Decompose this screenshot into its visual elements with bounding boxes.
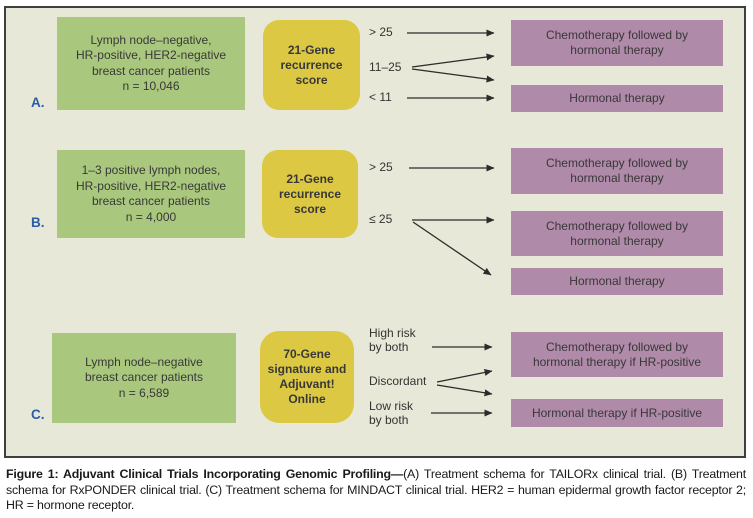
panel-b-test-box: 21-Gene recurrence score — [262, 150, 358, 238]
outcome-line: hormonal therapy — [570, 233, 664, 248]
outcome-line: hormonal therapy — [570, 43, 664, 57]
panel-a-outcome-chemo-hormonal: Chemotherapy followed by hormonal therap… — [511, 20, 723, 66]
population-line: n = 10,046 — [122, 79, 180, 93]
population-line: Lymph node–negative — [85, 354, 203, 369]
figure-caption-body: (A) Treatment schema for TAILORx clinica… — [6, 467, 746, 513]
panel-b-outcome-hormonal: Hormonal therapy — [511, 268, 723, 295]
figure-caption-title: Adjuvant Clinical Trials Incorporating G… — [58, 467, 391, 481]
panel-b-outcome-chemo-hormonal-2: Chemotherapy followed by hormonal therap… — [511, 211, 723, 256]
panel-a-population-box: Lymph node–negative, HR-positive, HER2-n… — [57, 17, 245, 110]
panel-c-outcome-hormonal: Hormonal therapy if HR-positive — [511, 399, 723, 427]
panel-c-branch-discordant: Discordant — [369, 374, 427, 388]
outcome-line: Chemotherapy followed by — [545, 339, 689, 354]
population-line: breast cancer patients — [91, 194, 211, 208]
outcome-line: Hormonal therapy — [569, 274, 665, 288]
panel-b-branch-gt25: > 25 — [369, 160, 393, 174]
figure-caption-dash: — — [390, 467, 404, 481]
population-line: breast cancer patients — [84, 370, 204, 385]
panel-b-outcome-chemo-hormonal-1: Chemotherapy followed by hormonal therap… — [511, 148, 723, 194]
outcome-line: Hormonal therapy — [569, 91, 665, 105]
panel-c-outcome-chemo-hormonal: Chemotherapy followed by hormonal therap… — [511, 332, 723, 377]
panel-b-population-box: 1–3 positive lymph nodes, HR-positive, H… — [57, 150, 245, 238]
test-line: Online — [288, 392, 326, 406]
test-line: signature and — [267, 362, 347, 376]
population-line: n = 4,000 — [125, 209, 177, 224]
population-line: 1–3 positive lymph nodes, — [81, 163, 221, 177]
panel-a-branch-11-25: 11–25 — [369, 60, 402, 74]
panel-c-branch-low-risk: Low risk by both — [369, 399, 414, 427]
test-line: score — [293, 201, 327, 216]
panel-a-branch-lt11: < 11 — [369, 90, 392, 104]
outcome-line: hormonal therapy — [570, 171, 664, 185]
population-line: breast cancer patients — [91, 63, 211, 78]
panel-a-branch-gt25: > 25 — [369, 25, 393, 39]
population-line: n = 6,589 — [118, 385, 170, 400]
figure-caption: Figure 1: Adjuvant Clinical Trials Incor… — [6, 467, 746, 514]
outcome-line: Hormonal therapy if HR-positive — [531, 405, 703, 420]
panel-a-test-box: 21-Gene recurrence score — [263, 20, 360, 110]
panel-a-label: A. — [31, 95, 45, 110]
population-line: HR-positive, HER2-negative — [75, 48, 227, 62]
outcome-line: Chemotherapy followed by — [545, 28, 689, 42]
panel-b-label: B. — [31, 215, 45, 230]
figure-caption-label: Figure 1: — [6, 467, 59, 481]
panel-c-population-box: Lymph node–negative breast cancer patien… — [52, 333, 236, 423]
population-line: HR-positive, HER2-negative — [75, 178, 227, 193]
panel-c-label: C. — [31, 407, 45, 422]
panel-a-outcome-hormonal: Hormonal therapy — [511, 85, 723, 112]
test-line: recurrence — [280, 57, 343, 72]
panel-c-test-box: 70-Gene signature and Adjuvant! Online — [260, 331, 354, 423]
test-line: score — [295, 72, 328, 87]
test-line: Adjuvant! — [279, 377, 335, 391]
test-line: 70-Gene — [283, 347, 331, 361]
outcome-line: hormonal therapy if HR-positive — [532, 354, 702, 369]
population-line: Lymph node–negative, — [90, 32, 212, 47]
test-line: recurrence — [278, 186, 342, 201]
test-line: 21-Gene — [286, 171, 334, 186]
outcome-line: Chemotherapy followed by — [545, 156, 689, 170]
outcome-line: Chemotherapy followed by — [545, 218, 689, 233]
test-line: 21-Gene — [287, 42, 336, 57]
panel-b-branch-le25: ≤ 25 — [369, 212, 393, 226]
panel-c-branch-high-risk: High risk by both — [369, 326, 416, 354]
